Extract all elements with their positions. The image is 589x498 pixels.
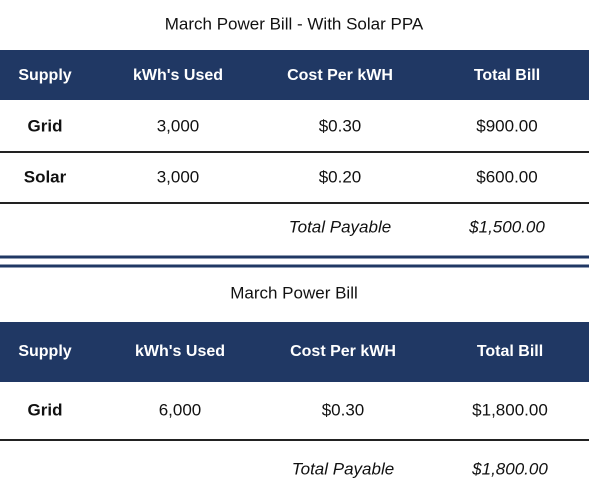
- table-cell: 6,000: [159, 400, 202, 419]
- total-value: $1,800.00: [471, 459, 548, 478]
- table-cell: Grid: [28, 400, 63, 419]
- column-header: kWh's Used: [135, 343, 225, 360]
- column-header: Supply: [18, 67, 71, 84]
- table-cell: $1,800.00: [472, 400, 548, 419]
- column-header: Total Bill: [474, 67, 540, 84]
- table-cell: $0.30: [319, 116, 362, 135]
- header-band: [0, 50, 589, 100]
- column-header: Total Bill: [477, 343, 543, 360]
- table-cell: 3,000: [157, 167, 200, 186]
- table-cell: $900.00: [476, 116, 537, 135]
- total-label: Total Payable: [289, 217, 391, 236]
- column-header: Supply: [18, 343, 71, 360]
- table-title: March Power Bill - With Solar PPA: [165, 14, 424, 33]
- column-header: Cost Per kWH: [287, 67, 393, 84]
- table-cell: $0.30: [322, 400, 365, 419]
- total-value: $1,500.00: [468, 217, 545, 236]
- column-header: Cost Per kWH: [290, 343, 396, 360]
- total-label: Total Payable: [292, 459, 394, 478]
- table-title: March Power Bill: [230, 283, 358, 302]
- table-cell: $600.00: [476, 167, 537, 186]
- table-cell: 3,000: [157, 116, 200, 135]
- table-cell: Solar: [24, 167, 67, 186]
- column-header: kWh's Used: [133, 67, 223, 84]
- table-cell: $0.20: [319, 167, 362, 186]
- header-band: [0, 322, 589, 382]
- table-cell: Grid: [28, 116, 63, 135]
